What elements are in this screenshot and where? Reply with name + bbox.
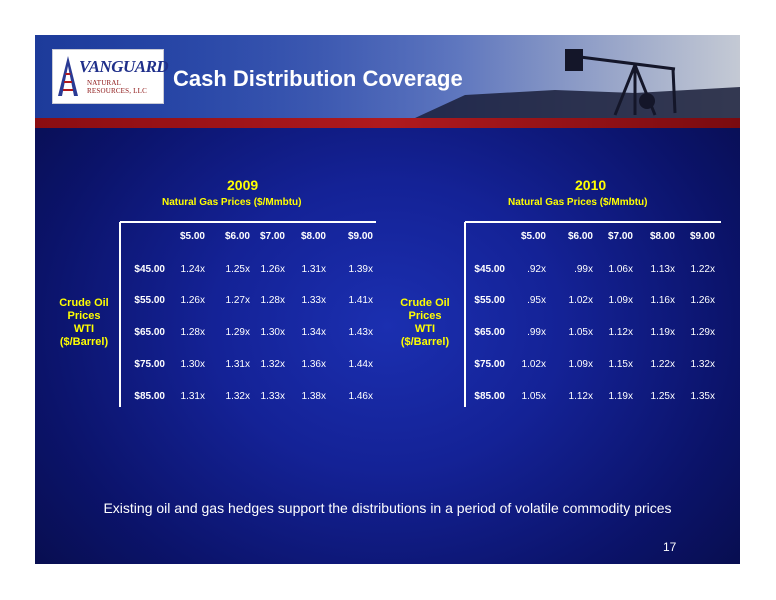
row-axis-line: WTI [73,323,95,335]
column-header: $9.00 [347,231,373,242]
table-cell: 1.32x [690,359,715,370]
table-top-border [120,221,376,223]
table-cell: 1.35x [690,391,715,402]
column-header: $8.00 [300,231,326,242]
table-cell: 1.05x [568,327,593,338]
table-cell: 1.31x [225,359,250,370]
row-label: $75.00 [134,359,165,370]
row-axis-line: WTI [414,323,436,335]
row-label: $45.00 [134,264,165,275]
row-label: $75.00 [474,359,505,370]
table-cell: 1.46x [348,391,373,402]
table-cell: 1.32x [225,391,250,402]
table-left-border [464,222,466,407]
table-cell: 1.27x [225,295,250,306]
table-cell: 1.02x [568,295,593,306]
table-cell: 1.30x [260,327,285,338]
table-cell: 1.33x [260,391,285,402]
table-subtitle: Natural Gas Prices ($/Mmbtu) [162,197,302,208]
table-cell: 1.09x [608,295,633,306]
table-cell: 1.29x [690,327,715,338]
table-cell: 1.12x [568,391,593,402]
page-title: Cash Distribution Coverage [173,66,463,91]
row-axis-label: Crude Oil Prices WTI ($/Barrel) [393,297,457,349]
table-left-border [119,222,121,407]
table-cell: 1.26x [690,295,715,306]
table-top-border [465,221,721,223]
row-label: $85.00 [134,391,165,402]
row-label: $55.00 [474,295,505,306]
table-cell: .99x [527,327,546,338]
table-cell: 1.28x [180,327,205,338]
row-label: $65.00 [474,327,505,338]
row-label: $85.00 [474,391,505,402]
row-axis-line: Prices [67,310,101,322]
column-header: $5.00 [179,231,205,242]
table-cell: 1.29x [225,327,250,338]
table-cell: 1.28x [260,295,285,306]
row-label: $55.00 [134,295,165,306]
table-cell: 1.30x [180,359,205,370]
logo-subtitle: NATURAL RESOURCES, LLC [87,79,147,95]
table-cell: 1.25x [225,264,250,275]
table-year: 2010 [575,177,607,193]
table-cell: 1.02x [521,359,546,370]
table-cell: 1.22x [650,359,675,370]
table-cell: 1.31x [180,391,205,402]
row-axis-line: Crude Oil [59,297,109,309]
table-year: 2009 [227,177,259,193]
table-cell: 1.33x [301,295,326,306]
column-header: $8.00 [649,231,675,242]
header-divider [35,118,740,128]
company-logo: VANGUARD NATURAL RESOURCES, LLC [52,49,169,104]
row-label: $45.00 [474,264,505,275]
table-cell: 1.39x [348,264,373,275]
table-cell: 1.15x [608,359,633,370]
column-header: $7.00 [259,231,285,242]
row-axis-line: Prices [408,310,442,322]
table-cell: 1.09x [568,359,593,370]
table-cell: 1.06x [608,264,633,275]
column-header: $9.00 [689,231,715,242]
table-cell: 1.41x [348,295,373,306]
column-header: $7.00 [607,231,633,242]
table-cell: 1.38x [301,391,326,402]
table-cell: 1.34x [301,327,326,338]
column-header: $6.00 [224,231,250,242]
table-cell: 1.19x [650,327,675,338]
table-cell: 1.05x [521,391,546,402]
table-cell: .95x [527,295,546,306]
table-cell: 1.13x [650,264,675,275]
table-cell: 1.32x [260,359,285,370]
table-cell: 1.26x [260,264,285,275]
row-label: $65.00 [134,327,165,338]
row-axis-label: Crude Oil Prices WTI ($/Barrel) [52,297,116,349]
table-cell: 1.24x [180,264,205,275]
table-subtitle: Natural Gas Prices ($/Mmbtu) [508,197,648,208]
footer-statement: Existing oil and gas hedges support the … [103,500,672,516]
logo-wordmark: VANGUARD [79,57,169,76]
table-cell: .99x [574,264,593,275]
table-cell: 1.12x [608,327,633,338]
table-cell: 1.16x [650,295,675,306]
row-axis-line: Crude Oil [400,297,450,309]
table-cell: 1.31x [301,264,326,275]
oil-derrick-logo-icon [58,56,78,96]
table-cell: 1.22x [690,264,715,275]
table-cell: 1.25x [650,391,675,402]
table-cell: 1.26x [180,295,205,306]
row-axis-line: ($/Barrel) [59,336,109,348]
table-cell: 1.19x [608,391,633,402]
column-header: $5.00 [520,231,546,242]
column-header: $6.00 [567,231,593,242]
table-cell: .92x [527,264,546,275]
page-number: 17 [663,540,677,554]
table-cell: 1.43x [348,327,373,338]
table-cell: 1.36x [301,359,326,370]
slide: VANGUARD NATURAL RESOURCES, LLC Cash Dis… [35,35,740,564]
table-cell: 1.44x [348,359,373,370]
header-banner: VANGUARD NATURAL RESOURCES, LLC Cash Dis… [35,35,740,118]
row-axis-line: ($/Barrel) [400,336,450,348]
